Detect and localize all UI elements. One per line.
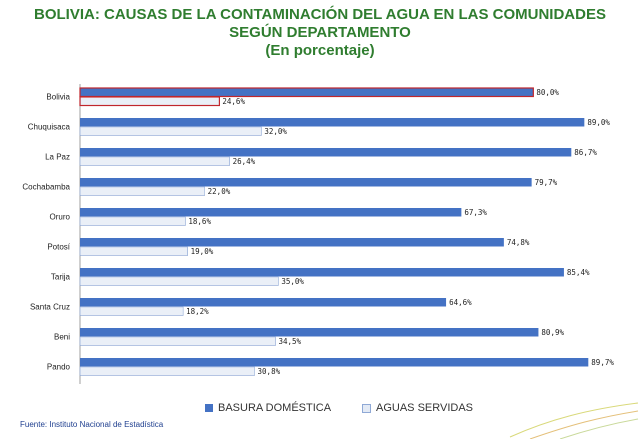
category-label: Bolivia <box>46 93 70 102</box>
category-label: Beni <box>54 333 70 342</box>
value-label-basura: 79,7% <box>535 178 558 187</box>
value-label-basura: 89,0% <box>587 118 610 127</box>
category-label: Chuquisaca <box>28 123 71 132</box>
category-label: Cochabamba <box>22 183 70 192</box>
bar-chart: Bolivia 80,0% 24,6% Chuquisaca 89,0% 32,0% La … <box>22 84 614 384</box>
bar-basura-domestica <box>80 268 564 277</box>
category-label: Potosí <box>47 243 70 252</box>
legend-item-basura: BASURA DOMÉSTICA <box>205 402 331 414</box>
category-label: La Paz <box>45 153 70 162</box>
chart-title-line-1: BOLIVIA: CAUSAS DE LA CONTAMINACIÓN DEL … <box>34 6 606 23</box>
value-label-basura: 89,7% <box>591 358 614 367</box>
decorative-swirl <box>509 402 639 439</box>
bar-aguas-servidas <box>79 216 186 226</box>
value-label-aguas: 18,2% <box>186 307 209 316</box>
value-label-basura: 86,7% <box>574 148 597 157</box>
value-label-aguas: 24,6% <box>222 97 245 106</box>
source-note: Fuente: Instituto Nacional de Estadístic… <box>20 420 164 429</box>
legend-label-aguas: AGUAS SERVIDAS <box>376 402 473 414</box>
legend-swatch-basura <box>205 404 213 412</box>
category-label: Pando <box>47 363 71 372</box>
value-label-aguas: 18,6% <box>188 217 211 226</box>
legend-item-aguas: AGUAS SERVIDAS <box>362 402 473 414</box>
value-label-aguas: 32,0% <box>264 127 287 136</box>
legend-label-basura: BASURA DOMÉSTICA <box>218 402 332 414</box>
bar-basura-domestica <box>80 118 585 127</box>
chart-legend: BASURA DOMÉSTICA AGUAS SERVIDAS <box>0 402 640 416</box>
category-label: Oruro <box>50 213 71 222</box>
bar-aguas-servidas <box>79 366 255 376</box>
bar-basura-domestica <box>80 178 532 187</box>
bar-basura-domestica <box>80 358 589 367</box>
value-label-basura: 64,6% <box>449 298 472 307</box>
bar-aguas-servidas <box>79 336 276 346</box>
value-label-aguas: 26,4% <box>233 157 256 166</box>
bar-aguas-servidas <box>79 306 184 316</box>
bar-aguas-servidas <box>79 96 220 107</box>
value-label-basura: 80,9% <box>541 328 564 337</box>
bar-aguas-servidas <box>79 126 262 136</box>
bar-aguas-servidas <box>79 156 230 166</box>
value-label-basura: 74,8% <box>507 238 530 247</box>
bar-basura-domestica <box>80 148 572 157</box>
bar-basura-domestica <box>80 328 539 337</box>
value-label-aguas: 19,0% <box>191 247 214 256</box>
bar-aguas-servidas <box>79 276 279 286</box>
bar-basura-domestica <box>80 298 447 307</box>
chart-title-line-2: SEGÚN DEPARTAMENTO <box>229 24 411 41</box>
value-label-aguas: 35,0% <box>281 277 304 286</box>
chart-subtitle: (En porcentaje) <box>265 42 375 59</box>
legend-swatch-aguas <box>362 403 371 413</box>
value-label-aguas: 22,0% <box>208 187 231 196</box>
value-label-aguas: 34,5% <box>279 337 302 346</box>
value-label-aguas: 30,8% <box>258 367 281 376</box>
bar-aguas-servidas <box>79 186 205 196</box>
category-label: Tarija <box>51 273 71 282</box>
value-label-basura: 67,3% <box>464 208 487 217</box>
bar-basura-domestica <box>80 238 504 247</box>
bar-aguas-servidas <box>79 246 188 256</box>
bar-basura-domestica <box>79 87 534 98</box>
value-label-basura: 80,0% <box>536 88 559 97</box>
category-label: Santa Cruz <box>30 303 70 312</box>
value-label-basura: 85,4% <box>567 268 590 277</box>
bar-basura-domestica <box>80 208 462 217</box>
